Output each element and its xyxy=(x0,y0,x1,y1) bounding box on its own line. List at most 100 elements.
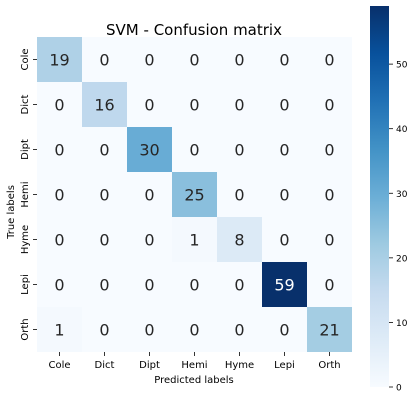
heatmap-cell xyxy=(262,217,307,262)
x-tick-label: Hyme xyxy=(225,360,254,371)
cell-value-label: 0 xyxy=(324,51,334,70)
cell-value-label: 0 xyxy=(144,96,154,115)
heatmap-cell xyxy=(172,82,217,127)
heatmap-cell xyxy=(82,127,127,172)
heatmap-cell xyxy=(82,307,127,352)
y-tick-label: Cole xyxy=(20,48,31,70)
cell-value-label: 0 xyxy=(99,231,109,250)
cell-value-label: 0 xyxy=(54,141,64,160)
cell-value-label: 0 xyxy=(324,141,334,160)
heatmap-cell xyxy=(217,82,262,127)
heatmap-cell xyxy=(82,82,127,127)
cell-value-label: 0 xyxy=(279,186,289,205)
y-axis-ticks: Cole Dict Dipt Hemi Hyme Lepi Orth xyxy=(20,48,37,341)
heatmap-cell xyxy=(217,172,262,217)
heatmap-cell xyxy=(127,217,172,262)
cell-value-label: 0 xyxy=(189,141,199,160)
cell-value-label: 0 xyxy=(144,321,154,340)
x-tick-label: Dict xyxy=(95,360,115,371)
y-axis-label: True labels xyxy=(6,185,17,240)
heatmap-cell xyxy=(217,127,262,172)
y-tick-label: Dict xyxy=(20,94,31,114)
heatmap-cell xyxy=(262,307,307,352)
heatmap-cell xyxy=(262,262,307,307)
heatmap-cell xyxy=(172,37,217,82)
cell-value-label: 0 xyxy=(144,231,154,250)
heatmap-cell xyxy=(37,37,82,82)
y-tick-label: Hemi xyxy=(20,181,31,207)
colorbar xyxy=(370,6,389,387)
cell-value-label: 0 xyxy=(279,51,289,70)
heatmap-cell xyxy=(127,172,172,217)
cell-value-label: 16 xyxy=(94,96,114,115)
cell-value-label: 0 xyxy=(189,96,199,115)
cell-value-label: 0 xyxy=(99,186,109,205)
heatmap-cell xyxy=(307,82,352,127)
x-tick-label: Lepi xyxy=(274,360,295,371)
cell-value-label: 21 xyxy=(319,321,339,340)
cell-value-label: 0 xyxy=(234,276,244,295)
cell-value-label: 0 xyxy=(99,141,109,160)
cell-value-label: 0 xyxy=(144,51,154,70)
cell-value-label: 0 xyxy=(99,51,109,70)
heatmap-cell xyxy=(37,262,82,307)
cell-value-label: 8 xyxy=(234,231,244,250)
y-tick-label: Dipt xyxy=(20,139,31,160)
cell-value-label: 0 xyxy=(144,186,154,205)
heatmap-cell xyxy=(307,307,352,352)
x-axis-label: Predicted labels xyxy=(154,375,234,386)
cell-value-label: 0 xyxy=(189,51,199,70)
colorbar-tick-label: 10 xyxy=(396,319,408,329)
heatmap-cell xyxy=(127,262,172,307)
heatmap-cell xyxy=(172,262,217,307)
heatmap-cell xyxy=(307,262,352,307)
cell-value-label: 0 xyxy=(279,141,289,160)
x-tick-label: Dipt xyxy=(139,360,160,371)
heatmap-cell xyxy=(37,307,82,352)
cell-value-label: 0 xyxy=(234,141,244,160)
cell-value-label: 25 xyxy=(184,186,204,205)
cell-value-label: 0 xyxy=(54,186,64,205)
heatmap-cell xyxy=(307,37,352,82)
cell-value-label: 0 xyxy=(234,186,244,205)
y-tick-label: Orth xyxy=(20,318,31,340)
heatmap-cell xyxy=(172,172,217,217)
heatmap-cell xyxy=(82,172,127,217)
y-tick-label: Lepi xyxy=(20,274,31,295)
colorbar-tick-label: 30 xyxy=(396,190,408,200)
cell-value-label: 0 xyxy=(279,96,289,115)
cell-value-label: 0 xyxy=(99,276,109,295)
colorbar-tick-label: 50 xyxy=(396,61,408,71)
heatmap-cell xyxy=(37,82,82,127)
heatmap-cell xyxy=(37,127,82,172)
heatmap-cell xyxy=(262,172,307,217)
cell-value-label: 1 xyxy=(54,321,64,340)
cell-value-label: 19 xyxy=(49,51,69,70)
heatmap-cell xyxy=(37,217,82,262)
cell-value-label: 0 xyxy=(234,96,244,115)
cell-value-label: 0 xyxy=(234,321,244,340)
heatmap-cell xyxy=(172,127,217,172)
chart-title: SVM - Confusion matrix xyxy=(106,21,282,39)
cell-value-label: 0 xyxy=(54,276,64,295)
cell-value-label: 0 xyxy=(324,231,334,250)
heatmap-cells: 19 0 0 0 0 0 0 0 16 0 0 0 0 0 0 0 30 0 0 0 0 0 0 0 25 0 0 0 0 0 0 1 8 0 0 0… xyxy=(37,37,352,352)
colorbar-tick-label: 20 xyxy=(396,254,408,264)
cell-value-label: 0 xyxy=(54,96,64,115)
x-tick-label: Orth xyxy=(318,360,340,371)
heatmap-cell xyxy=(217,307,262,352)
heatmap-cell xyxy=(127,82,172,127)
heatmap-cell xyxy=(217,217,262,262)
heatmap-cell xyxy=(172,307,217,352)
heatmap-cell xyxy=(172,217,217,262)
heatmap-cell xyxy=(82,262,127,307)
heatmap-cell xyxy=(307,217,352,262)
cell-value-label: 0 xyxy=(279,231,289,250)
colorbar-ticks: 0 10 20 30 40 50 xyxy=(389,61,408,394)
colorbar-tick-label: 0 xyxy=(396,384,402,394)
heatmap-cell xyxy=(307,127,352,172)
cell-value-label: 0 xyxy=(189,276,199,295)
y-tick-label: Hyme xyxy=(20,225,31,254)
heatmap-cell xyxy=(262,82,307,127)
